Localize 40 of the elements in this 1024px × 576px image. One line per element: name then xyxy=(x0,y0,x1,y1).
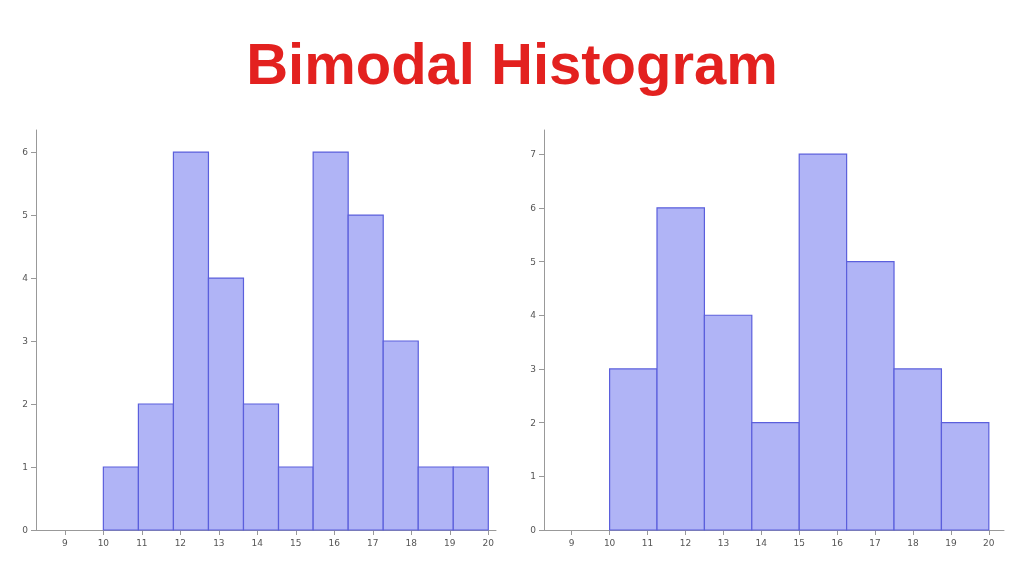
y-tick-label: 5 xyxy=(22,210,28,221)
x-tick-label: 9 xyxy=(568,537,575,548)
x-tick-label: 9 xyxy=(62,537,68,548)
y-tick-label: 2 xyxy=(530,417,536,428)
y-tick-label: 3 xyxy=(22,336,28,347)
x-tick-label: 12 xyxy=(174,537,187,548)
x-tick-label: 18 xyxy=(907,537,919,548)
x-tick-label: 20 xyxy=(983,537,995,548)
y-tick-label: 1 xyxy=(530,471,536,482)
x-tick-label: 13 xyxy=(717,537,730,548)
y-tick-label: 7 xyxy=(530,149,536,160)
x-tick-label: 10 xyxy=(603,537,616,548)
x-tick-label: 17 xyxy=(869,537,881,548)
y-tick-label: 4 xyxy=(22,273,29,284)
chart-title: Bimodal Histogram xyxy=(245,29,779,98)
x-tick-label: 20 xyxy=(482,537,495,548)
x-tick-label: 12 xyxy=(679,537,692,548)
x-tick-label: 16 xyxy=(328,537,341,548)
y-tick-label: 2 xyxy=(22,399,28,410)
x-tick-label: 19 xyxy=(945,537,957,548)
x-tick-label: 14 xyxy=(251,537,264,548)
y-tick-label: 1 xyxy=(22,462,28,473)
y-tick-label: 6 xyxy=(530,202,537,213)
x-tick-label: 16 xyxy=(831,537,844,548)
x-tick-label: 11 xyxy=(136,537,148,548)
x-tick-label: 15 xyxy=(793,537,805,548)
x-tick-label: 18 xyxy=(405,537,418,548)
y-tick-label: 4 xyxy=(530,310,537,321)
x-tick-label: 19 xyxy=(444,537,456,548)
y-tick-label: 3 xyxy=(530,363,536,374)
y-tick-label: 0 xyxy=(22,525,29,535)
x-tick-label: 15 xyxy=(290,537,302,548)
x-tick-label: 17 xyxy=(367,537,379,548)
x-tick-label: 10 xyxy=(97,537,110,548)
x-tick-label: 11 xyxy=(641,537,654,548)
y-tick-label: 5 xyxy=(530,256,536,267)
x-tick-label: 14 xyxy=(755,537,768,548)
x-tick-label: 13 xyxy=(213,537,225,548)
y-tick-label: 6 xyxy=(22,147,29,158)
y-tick-label: 0 xyxy=(530,525,537,535)
